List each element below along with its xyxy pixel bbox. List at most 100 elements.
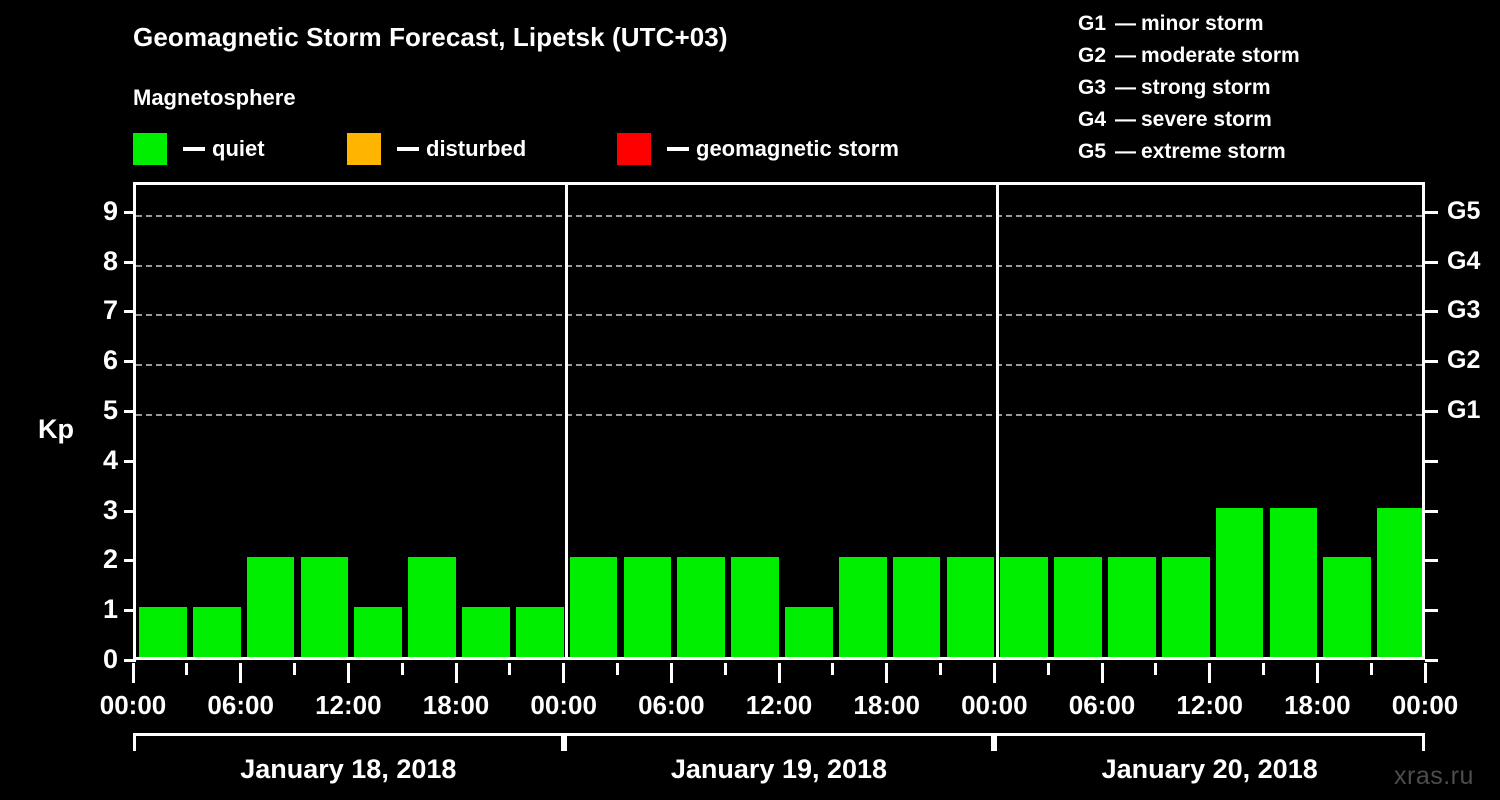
y-axis-tick-mark	[124, 360, 136, 364]
g-scale-separator: —	[1115, 108, 1136, 131]
y-axis-label: Kp	[38, 414, 74, 444]
y-axis-tick-label: 9	[102, 195, 118, 226]
day-caption: January 19, 2018	[670, 754, 888, 784]
watermark: xras.ru	[1394, 762, 1474, 790]
page-title: Geomagnetic Storm Forecast, Lipetsk (UTC…	[133, 22, 728, 52]
gridline-kp-8	[136, 264, 1422, 267]
legend-label-geomagnetic-storm: geomagnetic storm	[696, 136, 899, 161]
bar	[1108, 557, 1156, 657]
g-axis-tick-mark	[1425, 260, 1438, 264]
g-scale-row-g5: G5 — extreme storm	[1078, 136, 1498, 168]
g-scale-row-g3: G3 — strong storm	[1078, 72, 1498, 104]
bar	[785, 607, 833, 657]
x-axis-minor-tick	[400, 663, 404, 675]
g-scale-description: moderate storm	[1141, 44, 1300, 67]
day-caption: January 18, 2018	[240, 754, 457, 784]
day-bracket	[994, 733, 1425, 751]
bar	[515, 607, 564, 657]
y-axis-tick-label: 0	[102, 644, 118, 674]
gridline-kp-9	[136, 214, 1422, 217]
g-axis-tick-mark	[1425, 210, 1438, 214]
g-scale-separator: —	[1115, 140, 1136, 163]
legend-label-disturbed: disturbed	[426, 136, 527, 161]
x-axis-major-tick	[1208, 663, 1212, 683]
x-axis-minor-tick	[939, 663, 942, 675]
legend-dash-disturbed	[397, 147, 419, 151]
bar	[1215, 507, 1264, 657]
x-axis-minor-tick	[1262, 663, 1265, 675]
bar	[892, 557, 941, 657]
x-axis-time-label: 00:00	[961, 690, 1028, 720]
x-axis-time-label: 12:00	[745, 690, 813, 720]
g-scale-code: G4	[1078, 108, 1107, 131]
x-axis-time-label: 18:00	[422, 690, 490, 720]
x-axis-major-tick	[992, 663, 996, 683]
g-axis-tick-mark	[1425, 659, 1438, 662]
bar	[354, 607, 403, 657]
x-axis-minor-tick	[1369, 663, 1373, 675]
x-axis-major-tick	[777, 663, 781, 683]
bar	[1161, 557, 1210, 657]
y-axis-tick-mark	[124, 410, 136, 414]
x-axis-major-tick	[346, 663, 350, 683]
legend-item-quiet: quiet	[133, 133, 265, 165]
bar	[408, 557, 456, 657]
bar	[1377, 507, 1422, 657]
bar	[1269, 507, 1318, 657]
x-axis-major-tick	[131, 663, 135, 683]
y-axis-tick-label: 6	[102, 345, 118, 376]
gridline-kp-6	[136, 364, 1422, 367]
bar	[192, 607, 241, 657]
bar	[677, 557, 726, 657]
y-axis-tick-label: 2	[102, 544, 118, 575]
y-axis-tick-mark	[124, 659, 136, 662]
day-bracket	[133, 733, 564, 751]
y-axis-tick-label: 4	[102, 444, 118, 475]
g-scale-code: G5	[1078, 140, 1107, 163]
g-scale-description: strong storm	[1141, 76, 1271, 99]
g-axis-tick-label-g1: G1	[1447, 396, 1481, 425]
gridline-kp-7	[136, 314, 1422, 317]
bar	[731, 557, 779, 657]
gridline-kp-5	[136, 414, 1422, 417]
legend-dash-quiet	[183, 147, 205, 151]
x-axis-major-tick	[669, 663, 673, 683]
x-axis-major-tick	[1100, 663, 1104, 683]
bar	[838, 557, 887, 657]
g-axis-tick-label-g3: G3	[1447, 296, 1481, 325]
g-axis-tick-mark	[1425, 410, 1438, 414]
legend-item-disturbed: disturbed	[347, 133, 526, 165]
bar	[462, 607, 510, 657]
x-axis-major-tick	[562, 663, 566, 683]
y-axis-tick-mark	[124, 310, 136, 314]
x-axis-time-label: 00:00	[1391, 690, 1459, 720]
plot-area	[133, 182, 1425, 660]
day-separator	[995, 185, 999, 657]
x-axis-time-label: 06:00	[207, 690, 274, 720]
g-scale-code: G3	[1078, 76, 1107, 99]
x-axis-major-tick	[454, 663, 458, 683]
bar	[623, 557, 672, 657]
g-scale-row-g4: G4 — severe storm	[1078, 104, 1498, 136]
g-axis-tick-label-g5: G5	[1447, 196, 1481, 225]
g-scale-row-g2: G2 — moderate storm	[1078, 40, 1498, 72]
bar	[1054, 557, 1102, 657]
x-axis-time-label: 00:00	[99, 690, 167, 720]
x-axis-minor-tick	[1046, 663, 1050, 675]
bar	[946, 557, 995, 657]
bar	[569, 557, 618, 657]
y-axis-tick-mark	[124, 210, 136, 214]
x-axis-minor-tick	[831, 663, 835, 675]
y-axis-tick-label: 1	[102, 594, 118, 625]
x-axis-minor-tick	[293, 663, 296, 675]
g-scale-description: severe storm	[1141, 108, 1272, 131]
g-axis-tick-mark	[1425, 360, 1438, 364]
g-axis-tick-mark	[1425, 559, 1438, 563]
g-axis-tick-mark	[1425, 310, 1438, 314]
x-axis-time-label: 06:00	[638, 690, 705, 720]
g-scale-description: extreme storm	[1141, 140, 1286, 163]
legend-swatch-disturbed	[347, 133, 381, 165]
x-axis-major-tick	[1423, 663, 1427, 683]
legend-swatch-quiet	[133, 133, 167, 165]
y-axis-tick-mark	[124, 559, 136, 563]
